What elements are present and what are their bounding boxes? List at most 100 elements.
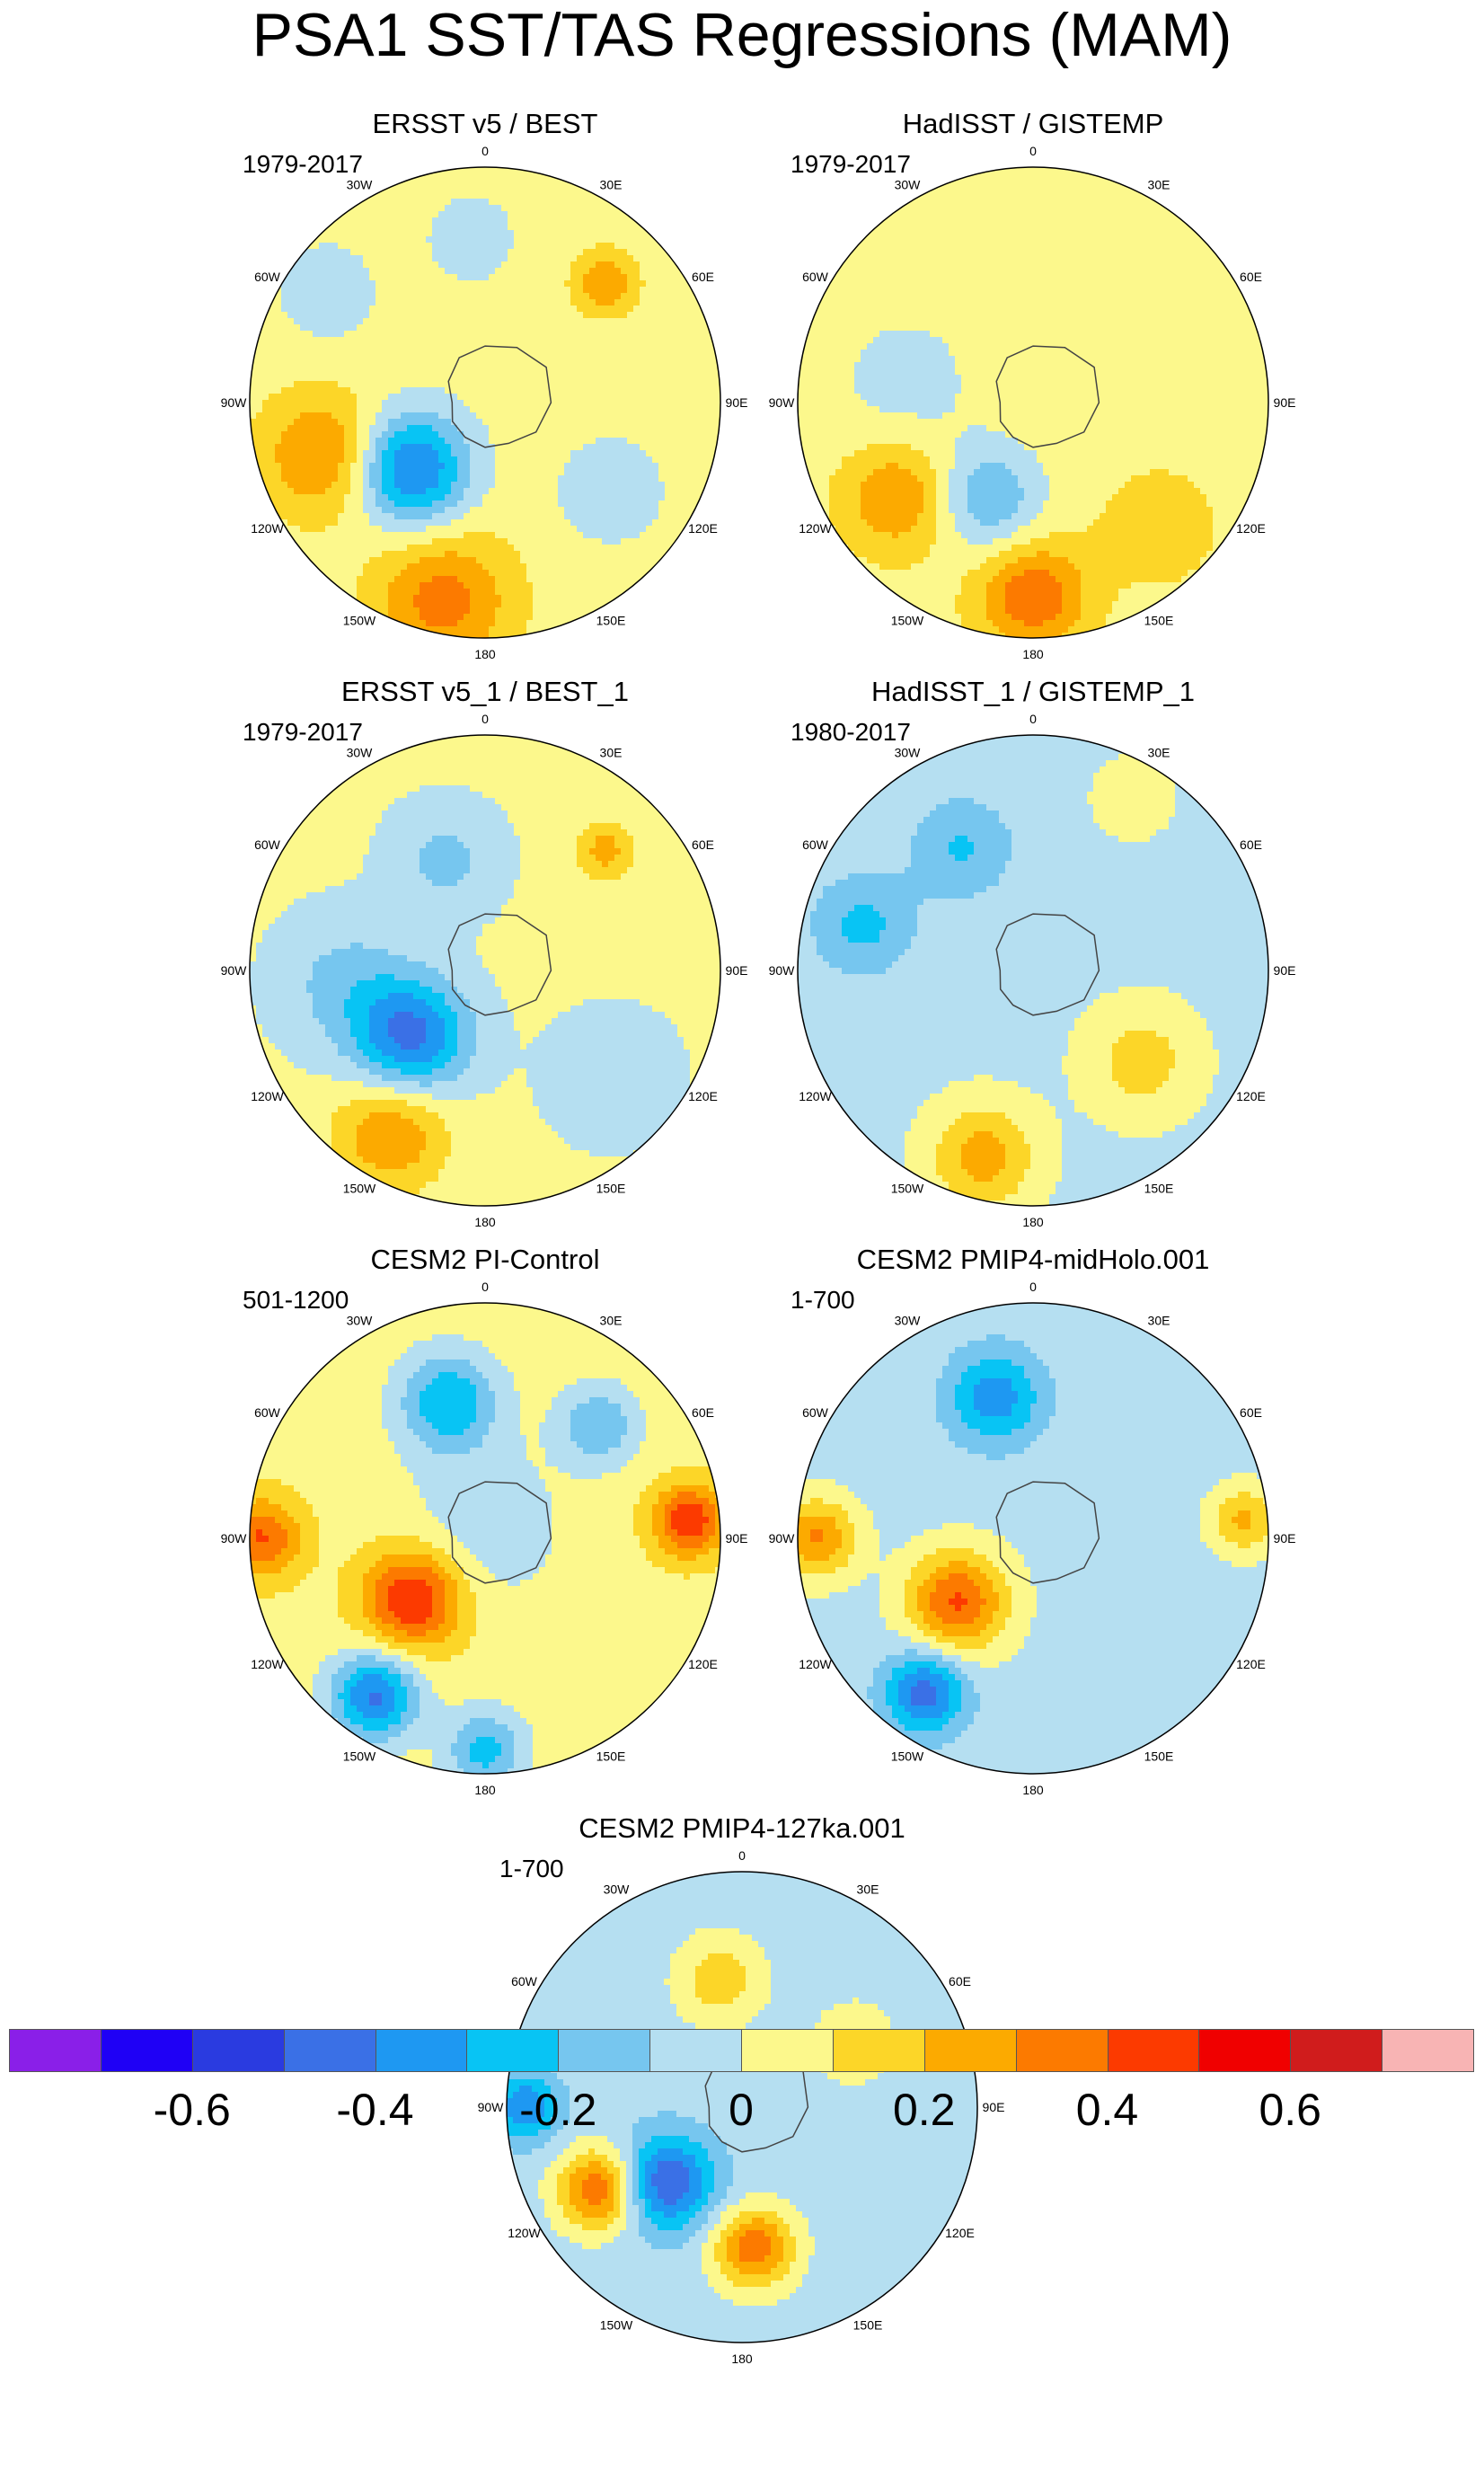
map-svg: 0 30E 60E 90E 120E 150E 180 150W 120W 90W 60W 30W — [769, 144, 1296, 661]
longitude-label: 150E — [853, 2318, 883, 2333]
map-svg: 0 30E 60E 90E 120E 150E 180 150W 120W 90W 60W 30W — [221, 712, 748, 1229]
longitude-label: 180 — [731, 2352, 753, 2366]
longitude-label: 150W — [891, 1182, 924, 1196]
longitude-label: 90E — [1274, 1531, 1296, 1546]
map-svg: 0 30E 60E 90E 120E 150E 180 150W 120W 90W 60W 30W — [769, 1280, 1296, 1797]
regression-field — [250, 735, 720, 1206]
longitude-label: 30E — [857, 1882, 879, 1897]
longitude-label: 90W — [221, 1531, 248, 1546]
longitude-label: 60W — [511, 1974, 538, 1989]
longitude-label: 0 — [481, 144, 489, 158]
map-svg: 0 30E 60E 90E 120E 150E 180 150W 120W 90W 60W 30W — [769, 712, 1296, 1229]
longitude-label: 120W — [508, 2226, 541, 2240]
longitude-label: 30W — [604, 1882, 631, 1897]
map-border — [506, 1871, 978, 2343]
colorbar-box — [832, 2029, 925, 2072]
colorbar-box — [466, 2029, 560, 2072]
longitude-label: 90E — [726, 1531, 748, 1546]
colorbar-tick-label: 0 — [687, 2083, 795, 2137]
map-panel-hadisst-gistemp: 0 30E 60E 90E 120E 150E 180 150W 120W 90W 60W 30W H… — [764, 106, 1303, 681]
antarctica-outline — [447, 1481, 552, 1584]
longitude-label: 30E — [600, 746, 623, 760]
panel-title: HadISST_1 / GISTEMP_1 — [764, 674, 1303, 710]
panel-years: 1-700 — [499, 1854, 564, 1884]
longitude-label: 90W — [769, 395, 796, 410]
panel-years: 1980-2017 — [791, 717, 911, 748]
panel-years: 501-1200 — [243, 1285, 349, 1315]
map-border — [249, 1302, 721, 1775]
longitude-label: 180 — [1022, 1783, 1044, 1797]
panel-title: HadISST / GISTEMP — [764, 106, 1303, 142]
longitude-label: 90W — [478, 2100, 505, 2114]
longitude-label: 150W — [891, 1749, 924, 1764]
antarctica-outline — [995, 1481, 1100, 1584]
longitude-label: 90W — [221, 963, 248, 978]
longitude-label: 150W — [600, 2318, 633, 2333]
longitude-label: 150E — [596, 614, 626, 628]
colorbar-box — [558, 2029, 651, 2072]
colorbar-tick-label: 0.6 — [1236, 2083, 1344, 2137]
longitude-label: 120W — [251, 1657, 284, 1671]
longitude-label: 30W — [895, 746, 922, 760]
panel-title: ERSST v5 / BEST — [216, 106, 755, 142]
antarctica-outline — [447, 345, 552, 448]
colorbar-box — [100, 2029, 193, 2072]
panel-years: 1-700 — [791, 1285, 855, 1315]
longitude-label: 90W — [769, 963, 796, 978]
colorbar-tick-label: -0.2 — [504, 2083, 612, 2137]
longitude-label: 120W — [799, 1089, 832, 1103]
regression-field — [250, 1303, 720, 1774]
longitude-label: 120E — [1236, 1089, 1266, 1103]
longitude-label: 150E — [1144, 614, 1174, 628]
map-panel-ersst1-best1: 0 30E 60E 90E 120E 150E 180 150W 120W 90W 60W 30W E… — [216, 674, 755, 1249]
colorbar-box — [649, 2029, 742, 2072]
panel-years: 1979-2017 — [791, 149, 911, 180]
colorbar-tick-label: -0.6 — [138, 2083, 246, 2137]
longitude-label: 120E — [1236, 521, 1266, 536]
longitude-label: 60W — [254, 270, 281, 284]
colorbar-tick-label: 0.4 — [1054, 2083, 1162, 2137]
panel-title: CESM2 PMIP4-127ka.001 — [473, 1811, 1011, 1847]
longitude-label: 180 — [1022, 1215, 1044, 1229]
colorbar-tick-label: 0.2 — [870, 2083, 978, 2137]
longitude-label: 150E — [596, 1749, 626, 1764]
longitude-label: 120W — [251, 1089, 284, 1103]
longitude-label: 150W — [343, 1182, 376, 1196]
longitude-label: 60E — [1240, 837, 1262, 852]
panel-title: CESM2 PI-Control — [216, 1242, 755, 1278]
longitude-label: 180 — [474, 1215, 496, 1229]
longitude-label: 30W — [895, 178, 922, 192]
regression-field — [798, 167, 1268, 638]
longitude-label: 0 — [481, 1280, 489, 1294]
longitude-label: 0 — [738, 1848, 746, 1863]
longitude-label: 120E — [1236, 1657, 1266, 1671]
longitude-label: 30W — [347, 746, 374, 760]
antarctica-outline — [447, 913, 552, 1016]
longitude-label: 30E — [600, 1314, 623, 1328]
map-svg: 0 30E 60E 90E 120E 150E 180 150W 120W 90W 60W 30W — [221, 144, 748, 661]
colorbar-box — [375, 2029, 468, 2072]
longitude-label: 150E — [1144, 1749, 1174, 1764]
map-border — [249, 166, 721, 639]
longitude-label: 150W — [343, 614, 376, 628]
longitude-label: 120W — [799, 521, 832, 536]
panel-title: CESM2 PMIP4-midHolo.001 — [764, 1242, 1303, 1278]
longitude-label: 150W — [343, 1749, 376, 1764]
longitude-label: 0 — [1029, 712, 1037, 726]
figure-title: PSA1 SST/TAS Regressions (MAM) — [0, 0, 1484, 70]
longitude-label: 0 — [481, 712, 489, 726]
antarctica-outline — [995, 913, 1100, 1016]
antarctica-outline — [995, 345, 1100, 448]
longitude-label: 60E — [692, 1405, 714, 1420]
panel-years: 1979-2017 — [243, 717, 363, 748]
colorbar-box — [283, 2029, 376, 2072]
colorbar-box — [923, 2029, 1017, 2072]
longitude-label: 60E — [949, 1974, 971, 1989]
longitude-label: 120E — [688, 1089, 718, 1103]
colorbar-box — [1107, 2029, 1200, 2072]
longitude-label: 30W — [895, 1314, 922, 1328]
colorbar-box — [1290, 2029, 1383, 2072]
longitude-label: 120W — [251, 521, 284, 536]
longitude-label: 30W — [347, 1314, 374, 1328]
colorbar-box — [191, 2029, 285, 2072]
